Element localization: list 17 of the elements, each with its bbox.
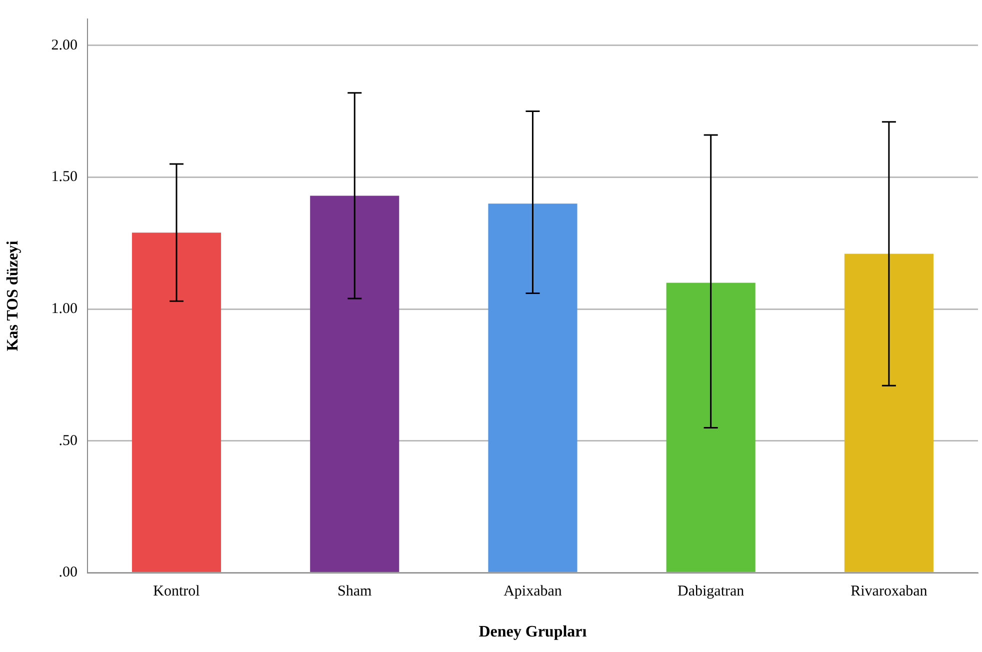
bar: [844, 254, 934, 572]
y-axis-title: Kas TOS düzeyi: [4, 240, 22, 352]
x-tick-label: Dabigatran: [678, 584, 745, 600]
bar: [666, 282, 756, 572]
y-tick-label: 1.00: [51, 301, 78, 318]
y-tick-label: .00: [58, 564, 78, 581]
y-tick-label: .50: [58, 432, 78, 449]
x-tick-label: Apixaban: [504, 584, 562, 600]
x-axis-title: Deney Grupları: [478, 624, 588, 641]
y-tick-label: 1.50: [51, 169, 78, 186]
x-tick-label: Kontrol: [153, 584, 200, 600]
y-tick-label: 2.00: [51, 37, 78, 54]
bar: [310, 196, 400, 572]
x-tick-label: Rivaroxaban: [850, 584, 928, 600]
x-tick-label: Sham: [338, 584, 372, 600]
bar: [488, 204, 578, 572]
bar: [132, 232, 222, 572]
